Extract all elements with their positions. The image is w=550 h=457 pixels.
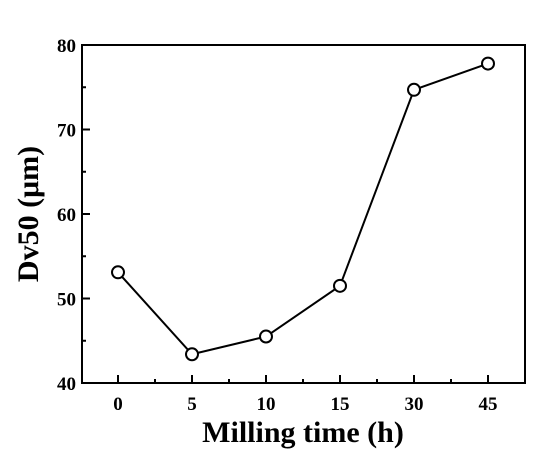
series-layer: [111, 56, 495, 362]
plot-frame: [81, 44, 526, 384]
y-axis-title: Dv50 (μm): [12, 146, 45, 282]
x-axis-ticks: 0 5 10 15 30 45: [113, 375, 498, 415]
y-tick-label: 60: [57, 205, 76, 226]
x-axis-title: Milling time (h): [202, 416, 404, 449]
data-point: [481, 56, 495, 71]
x-tick-label: 45: [479, 394, 498, 415]
y-tick-label: 70: [57, 121, 76, 142]
y-tick-label: 50: [57, 290, 76, 311]
y-tick-label: 80: [57, 36, 76, 57]
data-point: [185, 347, 199, 362]
y-axis-ticks: 40 50 60 70 80: [57, 36, 90, 395]
data-point: [259, 329, 273, 344]
x-tick-label: 0: [113, 394, 123, 415]
series-line: [117, 62, 489, 356]
data-point: [407, 82, 421, 97]
data-point: [333, 278, 347, 293]
data-point: [111, 265, 125, 280]
x-tick-label: 15: [331, 394, 350, 415]
x-tick-label: 30: [405, 394, 424, 415]
y-tick-label: 40: [57, 374, 76, 395]
x-tick-label: 10: [257, 394, 276, 415]
x-tick-label: 5: [187, 394, 197, 415]
